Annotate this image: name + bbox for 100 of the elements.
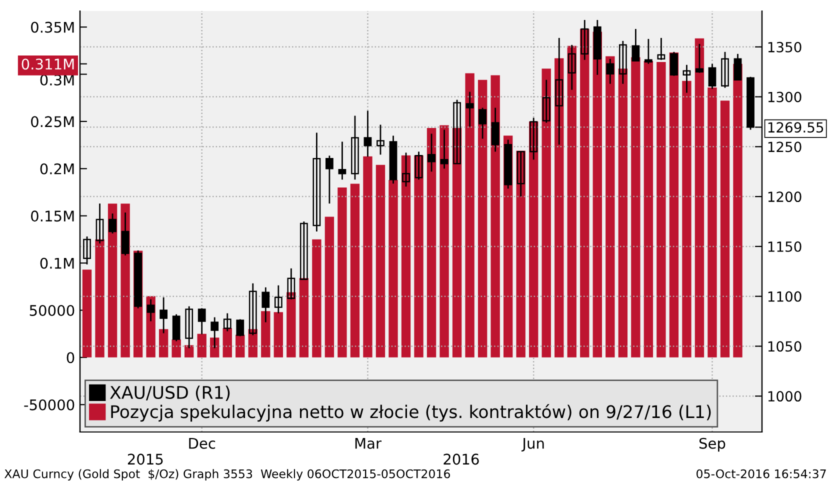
text: 2015 [128, 454, 163, 465]
y-tick-label: 0.2M [40, 163, 74, 174]
candlestick [632, 28, 640, 62]
y2-tick-label: 1050 [768, 341, 802, 352]
candlestick [312, 132, 321, 232]
candlestick [326, 154, 334, 204]
candlestick [657, 37, 666, 61]
candlestick [708, 63, 716, 90]
y2-tick-label: 1150 [768, 241, 802, 252]
candlestick [453, 99, 461, 164]
candlestick [618, 40, 627, 85]
bar [338, 188, 347, 358]
bar [108, 204, 118, 358]
y-tick-label: 0.311M [22, 58, 74, 70]
candlestick [606, 58, 614, 85]
y2-tick-label: 1000 [768, 391, 802, 402]
y-tick-label: 0 [66, 352, 74, 364]
bar [350, 184, 360, 358]
y2-tick-label: 1269.55 [768, 122, 824, 133]
candlestick [108, 212, 116, 234]
y-tick-label: 50000 [30, 304, 74, 316]
x-tick-label: Jun [521, 438, 544, 452]
candlestick [338, 140, 346, 180]
bar [426, 128, 436, 358]
y-tick-label: 0.3M [40, 74, 74, 86]
bar [452, 128, 462, 358]
legend-label: Pozycja spekulacyjna netto w złocie (tys. kontraktów) on 9/27/16 (L1) [111, 404, 711, 422]
bar [222, 328, 232, 358]
bar [465, 73, 474, 358]
bar [95, 239, 104, 358]
candlestick [644, 38, 652, 65]
bar [286, 292, 296, 358]
y2-tick-label: 1250 [768, 142, 802, 152]
candlestick [542, 79, 550, 124]
y-tick-label: 0.35M [31, 22, 74, 33]
y-tick-label: 0.25M [31, 116, 74, 128]
bar [312, 239, 322, 358]
bar [516, 150, 526, 358]
candlestick [721, 51, 729, 89]
y2-tick-label: 1200 [768, 192, 802, 202]
bar [656, 62, 666, 358]
bar [414, 155, 424, 358]
bar [184, 345, 194, 358]
candlestick [414, 150, 423, 180]
candlestick [466, 91, 474, 128]
bar [567, 46, 576, 358]
candlestick [376, 124, 384, 156]
candlestick [568, 44, 576, 91]
bar [197, 334, 206, 358]
bar [490, 75, 500, 358]
bar [720, 100, 730, 358]
y-tick-label: -50000 [24, 399, 74, 410]
y-tick-label: 0.1M [40, 258, 74, 269]
candlestick [530, 117, 538, 160]
bar [299, 278, 309, 358]
y2-tick-label: 1100 [768, 291, 802, 302]
bar [158, 329, 168, 358]
bar [82, 270, 92, 358]
bar [363, 156, 372, 358]
candlestick [364, 110, 372, 158]
candlestick [491, 107, 500, 152]
bar [694, 38, 704, 358]
y-tick-label: 0.15M [31, 210, 74, 222]
y2-tick-label: 1300 [768, 92, 802, 102]
bar [261, 311, 270, 358]
candlestick [121, 212, 130, 256]
bar [554, 58, 564, 358]
candlestick [478, 107, 487, 140]
bar [542, 68, 551, 358]
bar [324, 216, 334, 358]
candlestick [670, 51, 678, 77]
bar [669, 52, 679, 358]
candlestick [402, 152, 410, 188]
legend-label: XAU/USD (R1) [110, 386, 230, 402]
text: XAU Curncy (Gold Spot $/Oz) Graph 3553 Weekly 06OCT2015-05OCT2016 [4, 469, 450, 481]
bar [236, 334, 245, 358]
bar [478, 80, 488, 358]
bar [580, 28, 590, 358]
bar [682, 80, 692, 358]
candlestick [734, 53, 742, 81]
candlestick [428, 133, 436, 172]
candlestick [440, 129, 448, 170]
candlestick [580, 19, 589, 61]
candlestick [351, 115, 359, 180]
candlestick [696, 43, 704, 74]
y2-tick-label: 1350 [768, 42, 802, 52]
candlestick [682, 64, 691, 94]
bar [440, 125, 449, 358]
bar [274, 312, 284, 358]
bar [618, 68, 628, 358]
x-tick-label: Mar [355, 438, 382, 449]
bar [401, 155, 411, 358]
bar [606, 56, 615, 358]
bar [376, 164, 386, 358]
text: 05-Oct-2016 16:54:37 [696, 469, 826, 478]
bar [172, 339, 181, 358]
text: 2016 [444, 454, 479, 465]
x-tick-label: Dec [189, 438, 216, 449]
x-tick-label: Sep [699, 438, 726, 452]
candlestick [516, 150, 525, 198]
